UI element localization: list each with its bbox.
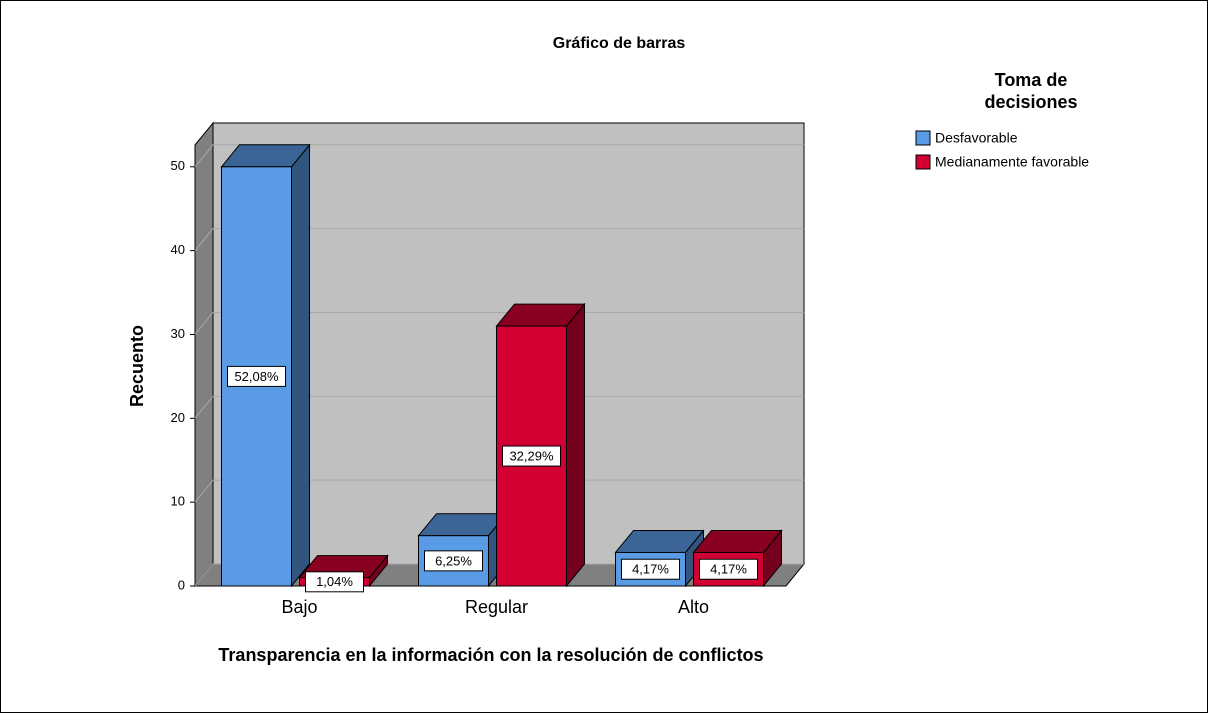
value-label: 6,25% <box>435 553 472 568</box>
chart-title: Gráfico de barras <box>553 35 686 52</box>
value-label-box <box>305 571 364 593</box>
bar-side <box>566 302 585 588</box>
bar-side <box>291 143 310 588</box>
value-label: 1,04% <box>316 574 353 589</box>
x-tick-label: Bajo <box>281 597 317 617</box>
value-label: 52,08% <box>234 369 279 384</box>
value-label: 4,17% <box>710 562 747 577</box>
value-label: 32,29% <box>509 448 554 463</box>
value-label-box <box>502 445 561 467</box>
value-label-box <box>424 550 483 572</box>
legend-swatch <box>915 154 931 170</box>
legend-swatch <box>915 130 931 146</box>
y-tick-label: 50 <box>171 158 185 173</box>
value-label: 4,17% <box>632 562 669 577</box>
grid-line <box>194 563 804 587</box>
legend-label: Desfavorable <box>935 130 1018 146</box>
y-tick-label: 0 <box>178 577 185 592</box>
grid-line <box>194 311 804 335</box>
y-axis-label: Recuento <box>127 325 147 407</box>
grid-line <box>194 228 804 251</box>
side-wall <box>194 121 214 588</box>
value-label-box <box>621 558 680 580</box>
y-tick-label: 10 <box>171 494 185 509</box>
value-label-box <box>699 558 758 580</box>
value-label-box <box>227 365 286 387</box>
y-tick-label: 20 <box>171 410 185 425</box>
x-tick-label: Regular <box>465 597 528 617</box>
x-tick-label: Alto <box>678 597 709 617</box>
y-tick-label: 40 <box>171 242 185 257</box>
legend-title: Toma de decisiones <box>984 70 1078 112</box>
legend-label: Medianamente favorable <box>935 154 1089 170</box>
x-axis-label: Transparencia en la información con la r… <box>218 645 764 665</box>
grid-line <box>194 479 804 503</box>
grid-line <box>194 395 804 419</box>
grid-line <box>194 144 804 168</box>
y-tick-label: 30 <box>171 326 185 341</box>
